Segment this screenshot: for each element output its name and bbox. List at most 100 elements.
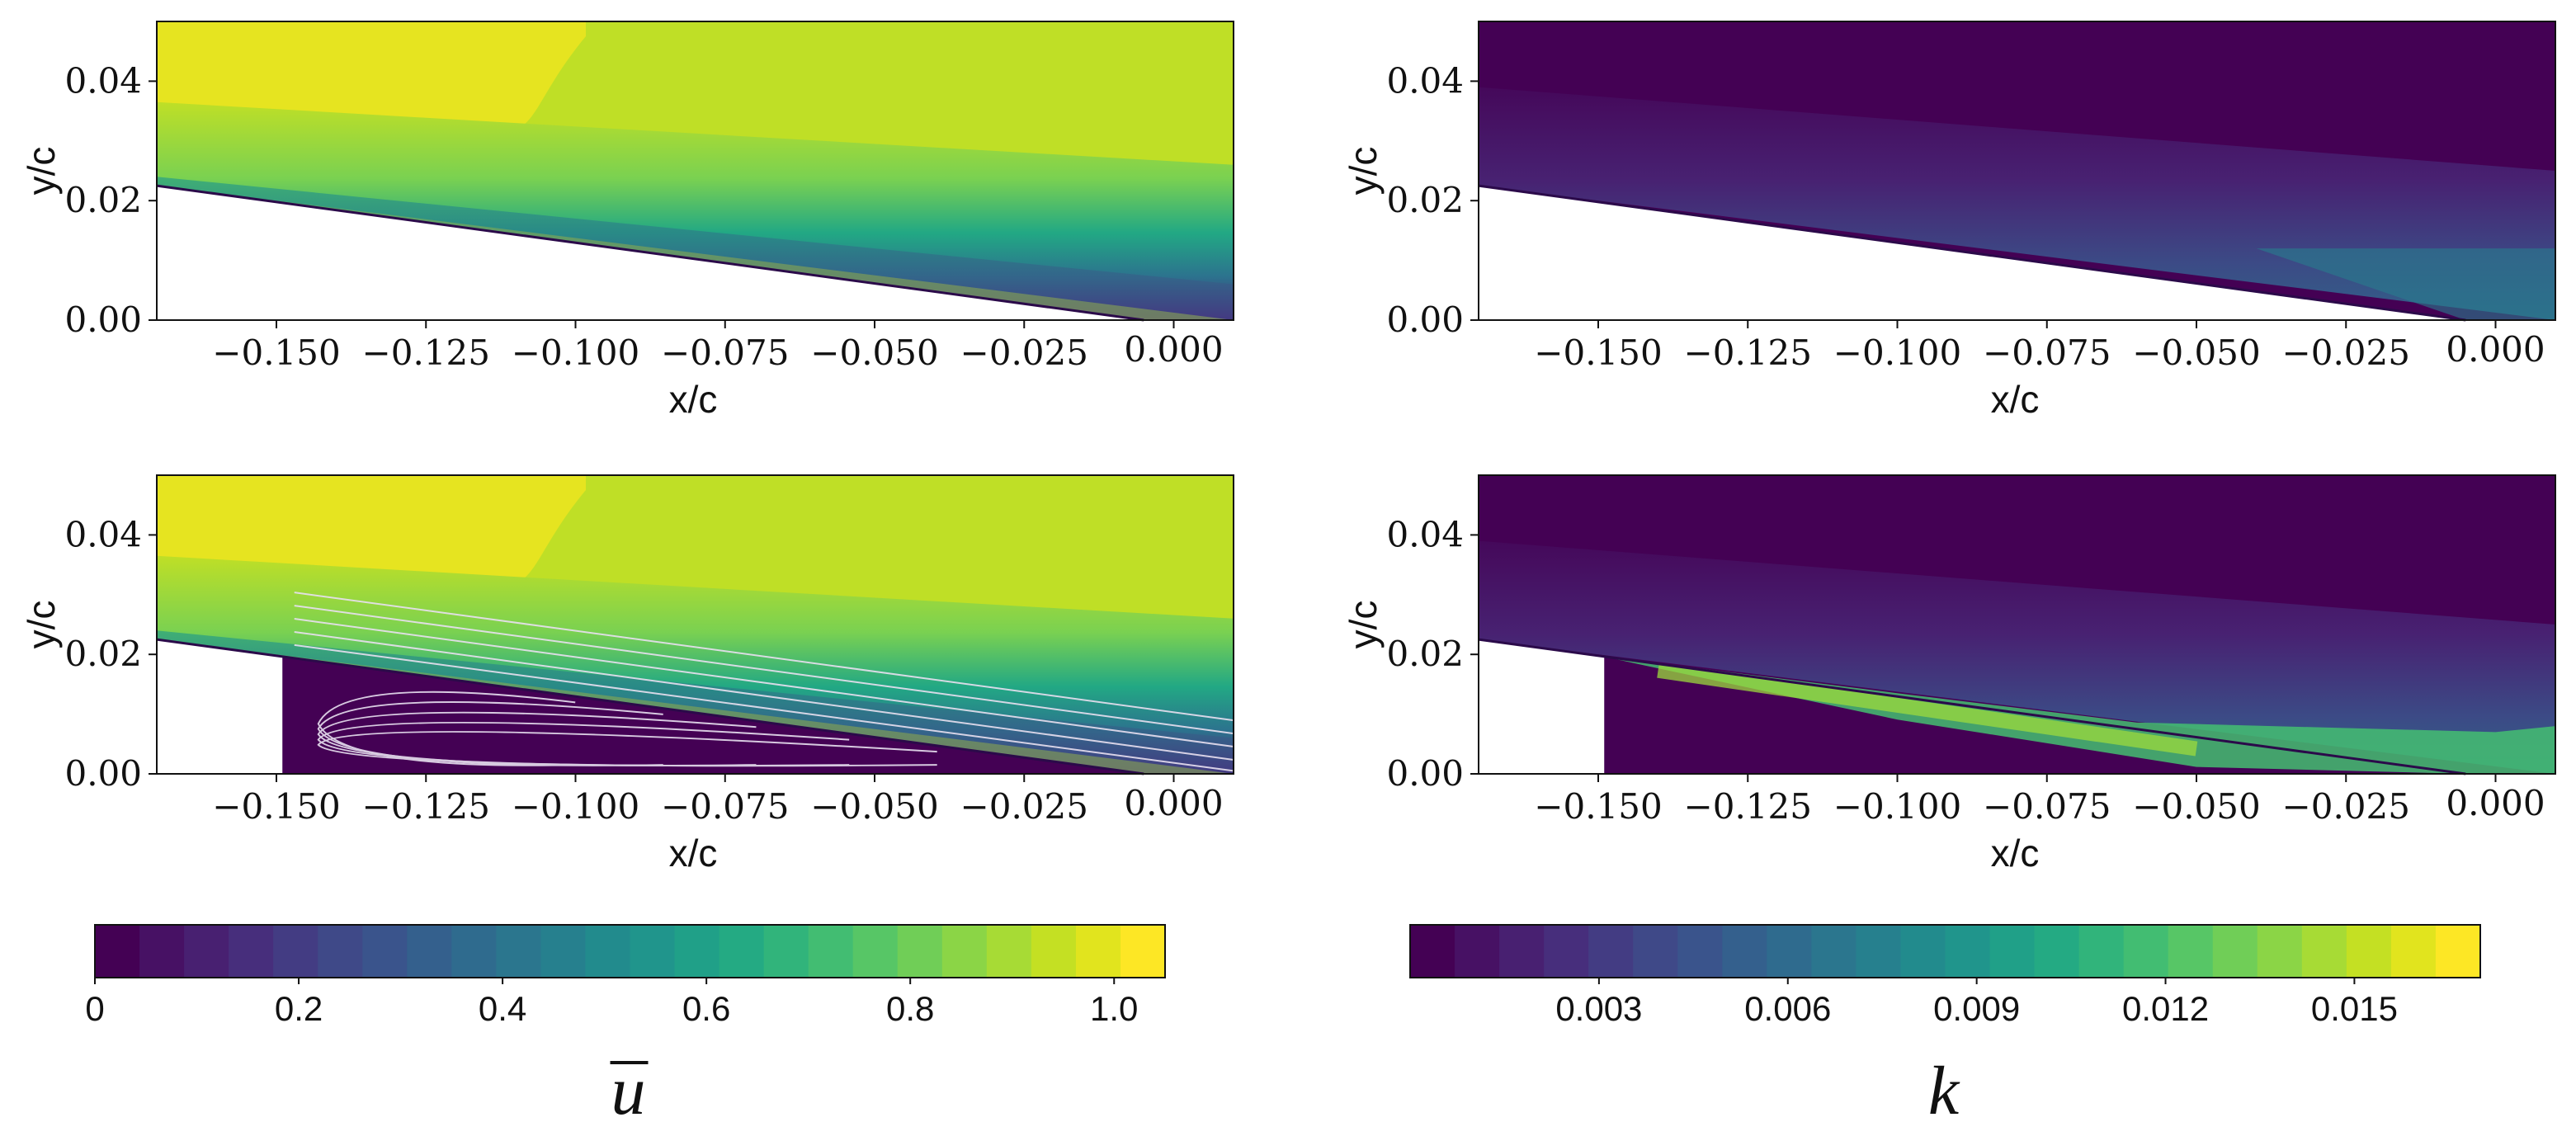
y-tick-label: 0.02 xyxy=(64,634,142,674)
colorbar-level xyxy=(941,925,988,978)
colorbar-level xyxy=(1120,925,1166,978)
y-tick-label: 0.00 xyxy=(1386,299,1464,340)
x-tick-label: 0.000 xyxy=(2446,783,2545,823)
colorbar-level xyxy=(1722,925,1767,978)
wall-line xyxy=(1478,184,2466,322)
axes-frame xyxy=(156,21,1234,321)
streamline-outer xyxy=(294,630,1234,761)
colorbar-level xyxy=(2390,925,2437,978)
colorbar-level xyxy=(1455,925,1500,978)
x-tick-label: −0.100 xyxy=(1833,786,1961,827)
streamline-outer xyxy=(294,605,1234,735)
colorbar-level xyxy=(2168,925,2214,978)
y-tick-label: 0.02 xyxy=(64,180,142,220)
colorbars: 0 0.2 0.4 0.6 0.8 1.0u0.003 0.006 0.009 0.012 0.0… xyxy=(85,924,2481,1122)
y-tick-label: 0.04 xyxy=(1386,60,1464,101)
x-tick-label: −0.075 xyxy=(1983,332,2111,373)
x-tick-label: −0.125 xyxy=(1684,786,1812,827)
colorbar-level xyxy=(2078,925,2125,978)
colorbar-tick-label: 0.006 xyxy=(1744,989,1831,1028)
y-axis-label: y/c xyxy=(20,601,63,649)
x-tick-label: −0.150 xyxy=(1534,332,1662,373)
x-tick-label: −0.050 xyxy=(810,786,938,827)
colorbar-level xyxy=(95,925,140,978)
colorbar-level xyxy=(496,925,542,978)
x-axis-label: x/c xyxy=(669,378,718,421)
colorbar-level xyxy=(1900,925,1946,978)
colorbar-level xyxy=(1989,925,2036,978)
colorbar-level xyxy=(585,925,631,978)
colorbar-tick-label: 0.015 xyxy=(2311,989,2398,1028)
x-tick-label: −0.100 xyxy=(1833,332,1961,373)
colorbar-level xyxy=(362,925,408,978)
streamline-outer xyxy=(294,592,1234,722)
x-tick-label: −0.025 xyxy=(2282,786,2410,827)
x-tick-label: −0.050 xyxy=(2132,786,2260,827)
colorbar-level xyxy=(763,925,809,978)
colorbar-level xyxy=(139,925,185,978)
axes-frame xyxy=(156,474,1234,775)
colorbar-level xyxy=(719,925,765,978)
y-tick-label: 0.00 xyxy=(1386,753,1464,794)
colorbar-level xyxy=(1677,925,1723,978)
colorbar-level xyxy=(1499,925,1545,978)
y-tick-label: 0.04 xyxy=(64,60,142,101)
colorbar-level xyxy=(2034,925,2080,978)
colorbar-level xyxy=(1031,925,1077,978)
y-tick-label: 0.00 xyxy=(64,299,142,340)
colorbar-tick-label: 0.012 xyxy=(2122,989,2209,1028)
colorbar-level xyxy=(1633,925,1678,978)
x-tick-label: −0.150 xyxy=(212,332,340,373)
x-tick-label: −0.075 xyxy=(1983,786,2111,827)
colorbar-tick-label: 0.6 xyxy=(682,989,730,1028)
x-axis-label: x/c xyxy=(669,832,718,874)
colorbar-level xyxy=(1075,925,1121,978)
wall-line xyxy=(156,638,1144,776)
inner-layer xyxy=(157,177,1234,320)
colorbar-level xyxy=(1544,925,1589,978)
panels: −0.150 −0.125 −0.100 −0.075 −0.050 −0.025 0.00… xyxy=(20,21,2556,874)
colorbar-tick-label: 0 xyxy=(85,989,104,1028)
streamline-recirculation xyxy=(317,731,937,767)
contour-field xyxy=(157,21,1234,320)
colorbar-level xyxy=(1767,925,1812,978)
colorbar-level xyxy=(318,925,363,978)
x-tick-label: −0.150 xyxy=(212,786,340,827)
x-tick-label: −0.100 xyxy=(512,332,639,373)
y-axis-label: y/c xyxy=(1342,147,1385,196)
panel-panel-k-top: −0.150 −0.125 −0.100 −0.075 −0.050 −0.025 0.00… xyxy=(1342,21,2556,421)
y-tick-label: 0.04 xyxy=(1386,514,1464,554)
x-tick-label: −0.075 xyxy=(661,786,789,827)
colorbar-tick-label: 0.009 xyxy=(1933,989,2020,1028)
colorbar-level xyxy=(986,925,1032,978)
colorbar-level xyxy=(1945,925,1991,978)
axes-frame xyxy=(1478,21,2556,321)
wall-line xyxy=(1478,638,2466,776)
y-tick-label: 0.02 xyxy=(1386,180,1464,220)
panel-panel-u-top: −0.150 −0.125 −0.100 −0.075 −0.050 −0.025 0.00… xyxy=(20,21,1234,421)
x-tick-label: −0.050 xyxy=(2132,332,2260,373)
core-region xyxy=(157,475,586,586)
x-tick-label: −0.050 xyxy=(810,332,938,373)
colorbar-u: 0 0.2 0.4 0.6 0.8 1.0u xyxy=(85,924,1166,1122)
colorbar-frame xyxy=(1409,924,2481,978)
x-tick-label: −0.125 xyxy=(1684,332,1812,373)
shear-layer xyxy=(1604,656,2555,774)
colorbar-level xyxy=(2212,925,2258,978)
colorbar-tick-label: 0.4 xyxy=(479,989,526,1028)
x-tick-label: −0.075 xyxy=(661,332,789,373)
colorbar-level xyxy=(2301,925,2347,978)
colorbar-level xyxy=(407,925,452,978)
y-tick-label: 0.02 xyxy=(1386,634,1464,674)
x-tick-label: 0.000 xyxy=(2446,329,2545,370)
x-axis-label: x/c xyxy=(1991,832,2040,874)
y-axis-label: y/c xyxy=(20,147,63,196)
panel-panel-k-bottom: −0.150 −0.125 −0.100 −0.075 −0.050 −0.025 0.00… xyxy=(1342,474,2556,874)
shear-layer-peak xyxy=(1657,662,2198,757)
streamlines xyxy=(294,592,1234,772)
streamline-outer xyxy=(294,644,1234,772)
colorbar-level xyxy=(229,925,274,978)
turbulent-layer xyxy=(1479,540,2555,774)
colorbar-level xyxy=(273,925,318,978)
x-tick-label: −0.025 xyxy=(2282,332,2410,373)
